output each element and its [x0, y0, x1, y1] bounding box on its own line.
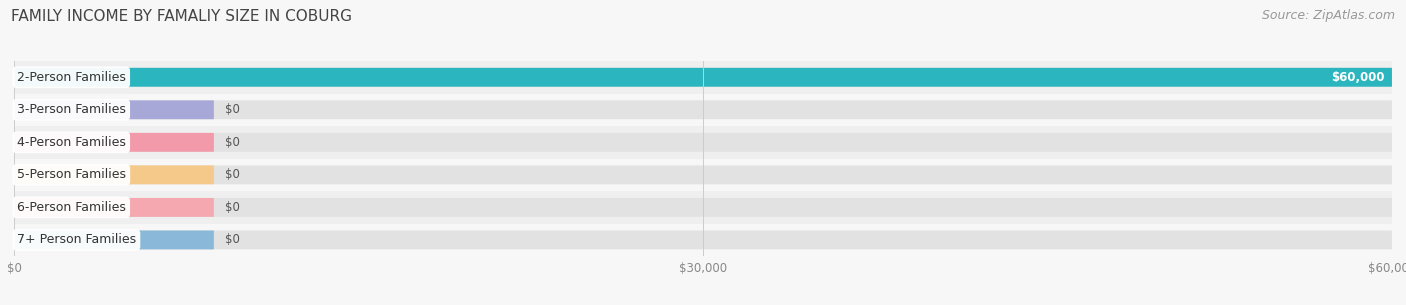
Text: 3-Person Families: 3-Person Families — [17, 103, 125, 116]
Text: 4-Person Families: 4-Person Families — [17, 136, 125, 149]
FancyBboxPatch shape — [14, 165, 1392, 184]
Text: 7+ Person Families: 7+ Person Families — [17, 233, 136, 246]
FancyBboxPatch shape — [14, 198, 214, 217]
FancyBboxPatch shape — [14, 68, 1392, 87]
Text: $0: $0 — [225, 233, 240, 246]
Text: $0: $0 — [225, 136, 240, 149]
Text: $60,000: $60,000 — [1331, 71, 1385, 84]
Bar — [14, 61, 1392, 94]
FancyBboxPatch shape — [14, 68, 1392, 87]
Text: $0: $0 — [225, 103, 240, 116]
Text: Source: ZipAtlas.com: Source: ZipAtlas.com — [1261, 9, 1395, 22]
Bar — [14, 159, 1392, 191]
FancyBboxPatch shape — [14, 231, 214, 249]
Text: 6-Person Families: 6-Person Families — [17, 201, 125, 214]
Bar — [14, 191, 1392, 224]
FancyBboxPatch shape — [14, 198, 1392, 217]
FancyBboxPatch shape — [14, 100, 214, 119]
Bar — [14, 224, 1392, 256]
Text: $0: $0 — [225, 168, 240, 181]
FancyBboxPatch shape — [14, 165, 214, 184]
Text: 2-Person Families: 2-Person Families — [17, 71, 125, 84]
FancyBboxPatch shape — [14, 133, 214, 152]
Text: $0: $0 — [225, 201, 240, 214]
Bar — [14, 94, 1392, 126]
Text: FAMILY INCOME BY FAMALIY SIZE IN COBURG: FAMILY INCOME BY FAMALIY SIZE IN COBURG — [11, 9, 353, 24]
Text: 5-Person Families: 5-Person Families — [17, 168, 125, 181]
Bar — [14, 126, 1392, 159]
FancyBboxPatch shape — [14, 133, 1392, 152]
FancyBboxPatch shape — [14, 231, 1392, 249]
FancyBboxPatch shape — [14, 100, 1392, 119]
